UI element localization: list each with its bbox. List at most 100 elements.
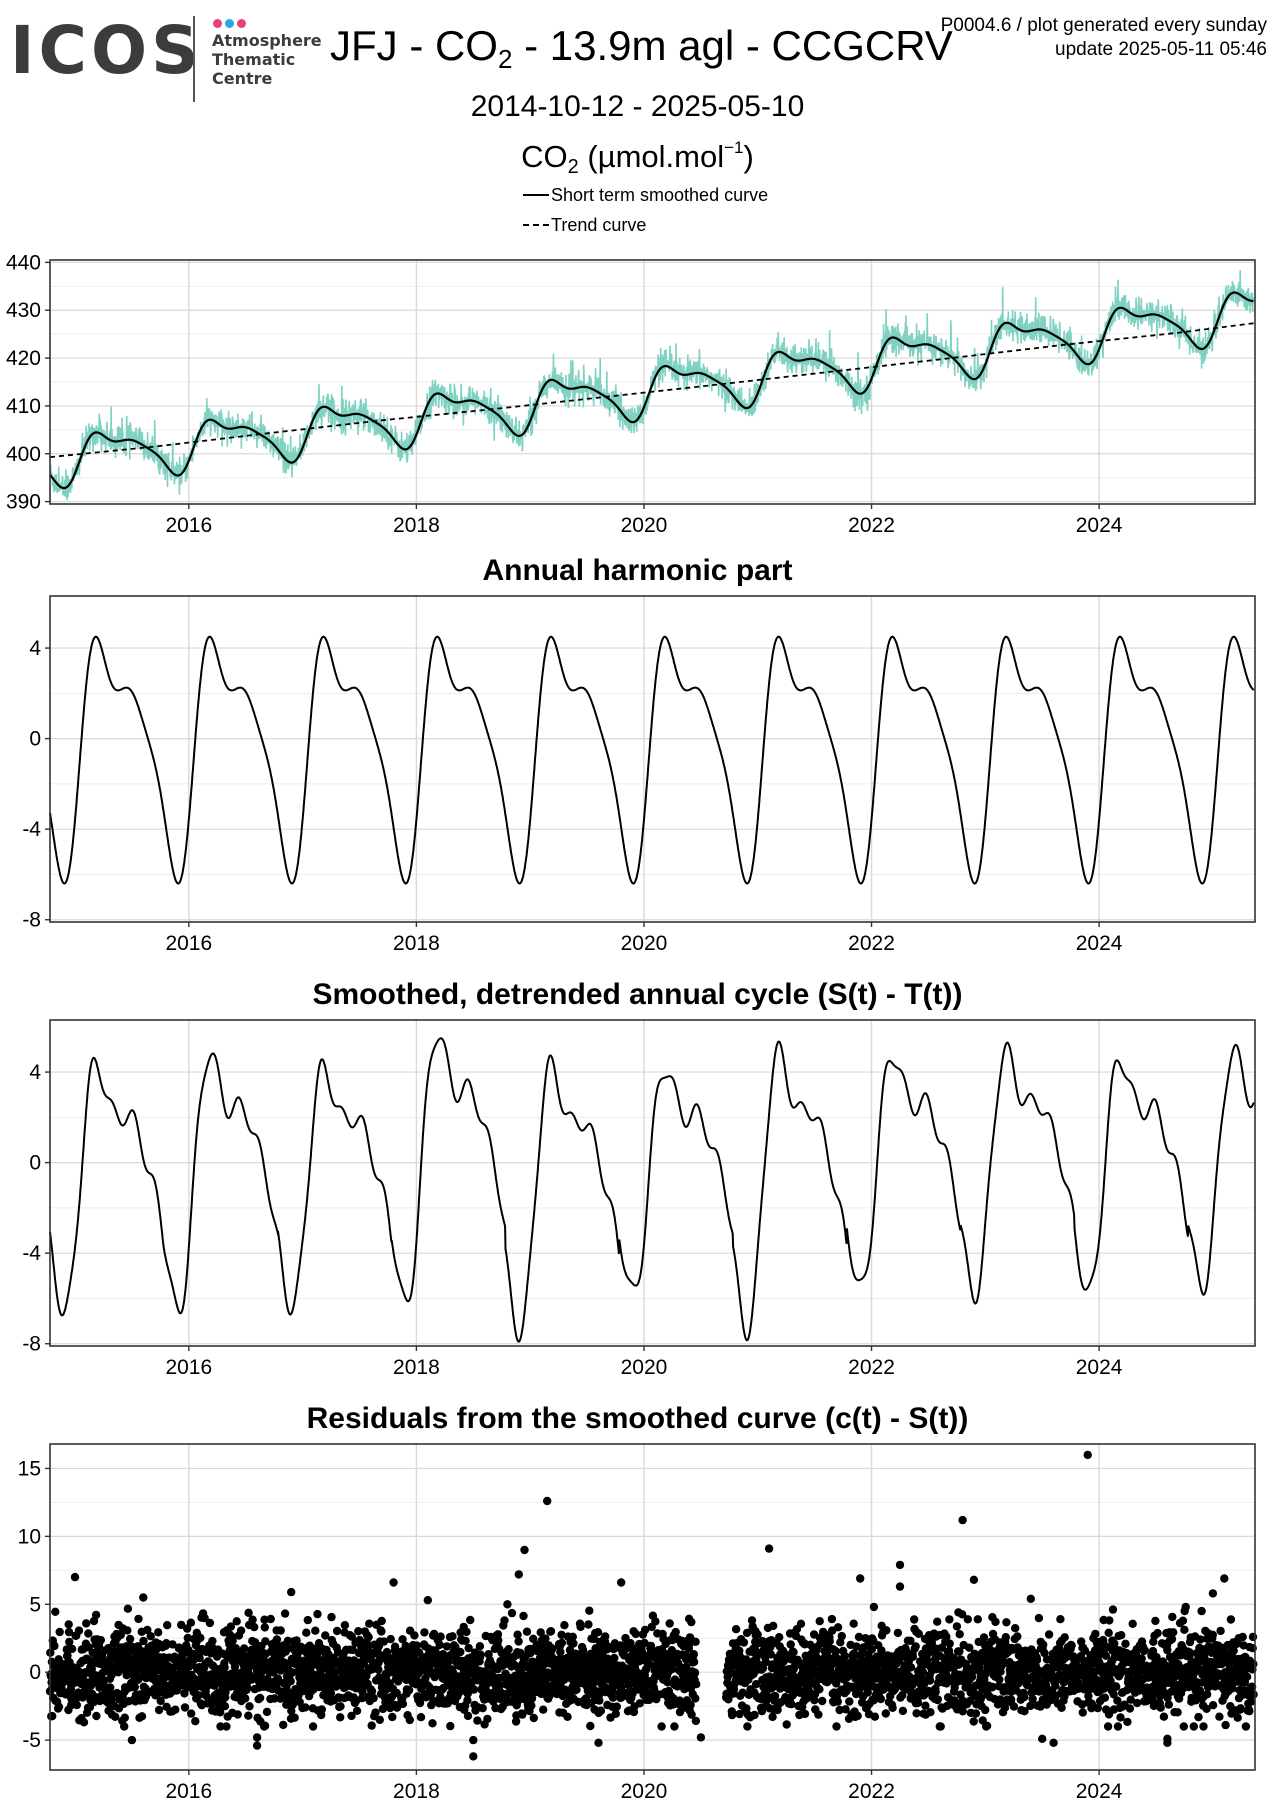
residual-point: [814, 1710, 823, 1719]
residual-point: [1208, 1589, 1218, 1598]
title-subscript: 2: [497, 44, 513, 74]
residual-point: [769, 1621, 778, 1631]
residual-point: [233, 1710, 242, 1719]
plot-id-line: P0004.6 / plot generated every sunday: [940, 15, 1267, 36]
residual-point: [473, 1716, 482, 1725]
residual-point: [504, 1645, 513, 1654]
residual-point: [942, 1632, 951, 1641]
residual-point: [500, 1616, 509, 1625]
residual-point: [456, 1647, 465, 1657]
x-tick-label: 2024: [1076, 1356, 1123, 1379]
plot-frame: [49, 259, 1256, 505]
residual-point: [949, 1654, 958, 1663]
residual-point: [945, 1615, 954, 1624]
residual-point: [469, 1735, 478, 1745]
residual-point: [877, 1646, 886, 1655]
residual-point: [436, 1632, 445, 1641]
residual-point: [906, 1636, 915, 1645]
residual-point: [837, 1631, 846, 1641]
residual-point: [290, 1713, 299, 1722]
residual-point: [435, 1640, 444, 1650]
residual-point: [529, 1713, 538, 1723]
icos-logo: ICOS: [10, 12, 203, 89]
title-part: JFJ - CO: [330, 22, 498, 69]
residual-point: [1163, 1645, 1172, 1655]
residual-point: [645, 1695, 654, 1705]
residual-point: [876, 1652, 886, 1661]
residual-point: [640, 1638, 649, 1648]
residual-point: [610, 1653, 619, 1663]
residual-point: [347, 1711, 356, 1721]
residual-point: [979, 1633, 989, 1642]
logo-subtitle-line: Atmosphere: [212, 31, 322, 50]
residual-point: [918, 1667, 928, 1676]
y-tick-label: -8: [22, 1333, 41, 1356]
residual-point: [977, 1693, 986, 1702]
residual-point: [751, 1680, 761, 1689]
residual-point: [761, 1657, 770, 1667]
legend-item-trend: Trend curve: [523, 210, 768, 240]
residual-point: [1215, 1712, 1224, 1721]
residual-point: [1109, 1690, 1118, 1699]
residual-point: [137, 1712, 147, 1721]
x-tick-label: 2016: [165, 932, 212, 955]
residual-point: [546, 1627, 556, 1636]
residual-point: [1078, 1708, 1088, 1717]
residual-point: [1101, 1651, 1111, 1660]
residual-point: [536, 1628, 545, 1637]
residual-point: [1185, 1648, 1194, 1657]
y-tick-label: 10: [18, 1525, 41, 1548]
residual-point: [1011, 1624, 1020, 1633]
residual-point: [236, 1626, 246, 1635]
residual-point: [286, 1677, 295, 1686]
residual-point: [691, 1716, 701, 1726]
residual-point: [1100, 1693, 1110, 1702]
x-tick-label: 2022: [848, 514, 895, 537]
residual-point: [557, 1630, 566, 1639]
residual-point: [526, 1646, 535, 1655]
residual-point: [1220, 1574, 1229, 1583]
residual-point: [728, 1709, 737, 1718]
residual-point: [191, 1717, 200, 1726]
residual-point: [895, 1582, 905, 1591]
residual-point: [388, 1712, 397, 1722]
residual-point: [869, 1602, 879, 1612]
residual-point: [1038, 1734, 1047, 1743]
residual-point: [870, 1712, 880, 1721]
residual-point: [833, 1623, 843, 1632]
residual-point: [123, 1604, 133, 1613]
residual-point: [478, 1704, 487, 1713]
panel-title-cycle: Smoothed, detrended annual cycle (S(t) -…: [312, 978, 963, 1011]
residual-point: [266, 1614, 275, 1624]
residual-point: [273, 1674, 283, 1683]
residual-point: [1241, 1722, 1251, 1731]
residual-point: [854, 1632, 864, 1642]
residual-point: [893, 1628, 903, 1638]
residual-point: [405, 1715, 414, 1725]
residual-point: [1168, 1612, 1177, 1622]
x-tick-label: 2016: [165, 1780, 212, 1800]
residual-point: [832, 1722, 841, 1731]
residual-point: [898, 1706, 908, 1716]
residual-point: [1226, 1615, 1236, 1624]
residual-point: [476, 1650, 485, 1659]
residual-point: [520, 1671, 529, 1680]
residual-point: [768, 1712, 777, 1722]
residual-point: [735, 1646, 744, 1655]
residual-point: [1056, 1615, 1065, 1624]
residual-point: [416, 1713, 426, 1722]
residual-point: [770, 1691, 780, 1701]
residual-point: [317, 1705, 326, 1714]
residual-point: [187, 1709, 196, 1718]
residual-point: [367, 1721, 376, 1730]
residual-point: [784, 1685, 793, 1694]
date-range: 2014-10-12 - 2025-05-10: [470, 90, 805, 123]
residual-point: [1216, 1626, 1225, 1636]
residual-point: [163, 1621, 172, 1630]
residual-point: [933, 1695, 942, 1704]
residual-point: [671, 1627, 680, 1637]
residual-point: [64, 1627, 74, 1637]
residual-point: [841, 1705, 850, 1714]
residual-point: [1233, 1713, 1242, 1722]
residual-point: [1112, 1682, 1121, 1691]
